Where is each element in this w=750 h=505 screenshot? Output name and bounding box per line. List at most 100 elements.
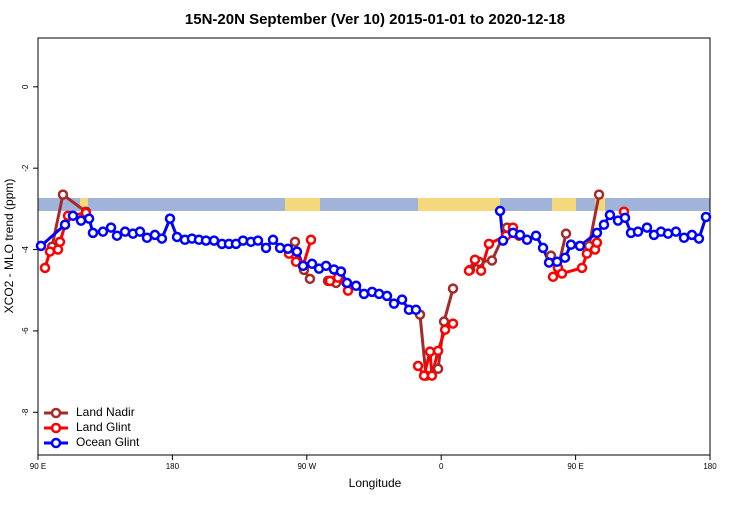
point [105,222,117,233]
point [412,360,424,372]
point [305,234,317,246]
point [267,234,279,246]
point [252,235,264,246]
point [358,288,370,300]
point [39,262,51,274]
point [320,260,332,272]
point [551,256,563,268]
point [388,298,400,309]
point [111,230,123,241]
y-axis-label: XCO2 - MLO trend (ppm) [2,179,16,314]
point [410,304,422,316]
point [426,370,438,381]
point [335,266,347,277]
point [432,345,444,357]
point [593,189,605,200]
point [350,280,362,292]
point [543,257,555,268]
point [514,229,526,241]
point [591,227,603,239]
point [97,226,109,237]
point [559,252,571,263]
point [447,318,459,329]
point [87,227,99,239]
point [693,233,705,244]
point [494,205,506,217]
legend-marker [50,407,62,419]
point [83,213,95,224]
point [581,248,593,259]
point [469,254,481,265]
point [54,236,66,248]
land-ocean-strip [38,198,710,211]
point [556,268,568,279]
point [475,265,487,276]
point [483,238,495,250]
point [297,260,309,272]
point [35,240,47,252]
point [260,242,272,254]
point [497,235,509,246]
point [604,209,616,221]
point [164,213,176,224]
point [324,275,336,287]
y-tick-label: 0 [21,84,30,89]
point [641,222,653,233]
point [134,226,146,237]
point [67,210,79,222]
point [670,226,682,237]
point [537,242,549,254]
chart-title: 15N-20N September (Ver 10) 2015-01-01 to… [185,11,565,28]
point [289,236,301,248]
point [306,258,318,270]
point [438,316,450,327]
y-tick-label: -6 [21,327,30,335]
point [381,290,393,302]
point [282,243,294,254]
point [341,277,353,289]
x-tick-label: 180 [166,462,180,471]
legend-label: Land Glint [76,420,131,434]
point [44,246,56,257]
point [424,346,436,357]
point [439,324,451,335]
point [447,283,459,294]
point [576,262,588,274]
point [521,234,533,246]
point [432,363,444,375]
point [304,273,316,285]
point [237,235,249,246]
x-tick-label: 90 E [567,462,583,471]
y-tick-label: -2 [21,164,30,172]
point [200,235,212,246]
point [396,294,408,305]
point [591,237,603,248]
point [463,265,475,276]
point [59,219,71,230]
legend-marker [50,422,62,434]
point [486,255,498,266]
point [75,215,87,226]
legend-marker [50,437,62,449]
point [598,219,610,230]
x-tick-label: 90 E [30,462,46,471]
point [291,246,303,257]
point [565,239,577,250]
y-tick-label: -4 [21,245,30,253]
point [560,228,572,239]
point [574,240,586,252]
x-axis-label: Longitude [349,476,402,490]
legend-label: Land Nadir [76,405,135,419]
x-tick-label: 0 [439,462,444,471]
point [547,271,559,283]
point [156,233,168,244]
x-tick-label: 180 [703,462,717,471]
y-tick-label: -8 [21,408,30,416]
point [619,212,631,224]
point [632,226,644,237]
point [57,189,69,200]
legend-label: Ocean Glint [76,435,140,449]
x-tick-label: 90 W [297,462,316,471]
